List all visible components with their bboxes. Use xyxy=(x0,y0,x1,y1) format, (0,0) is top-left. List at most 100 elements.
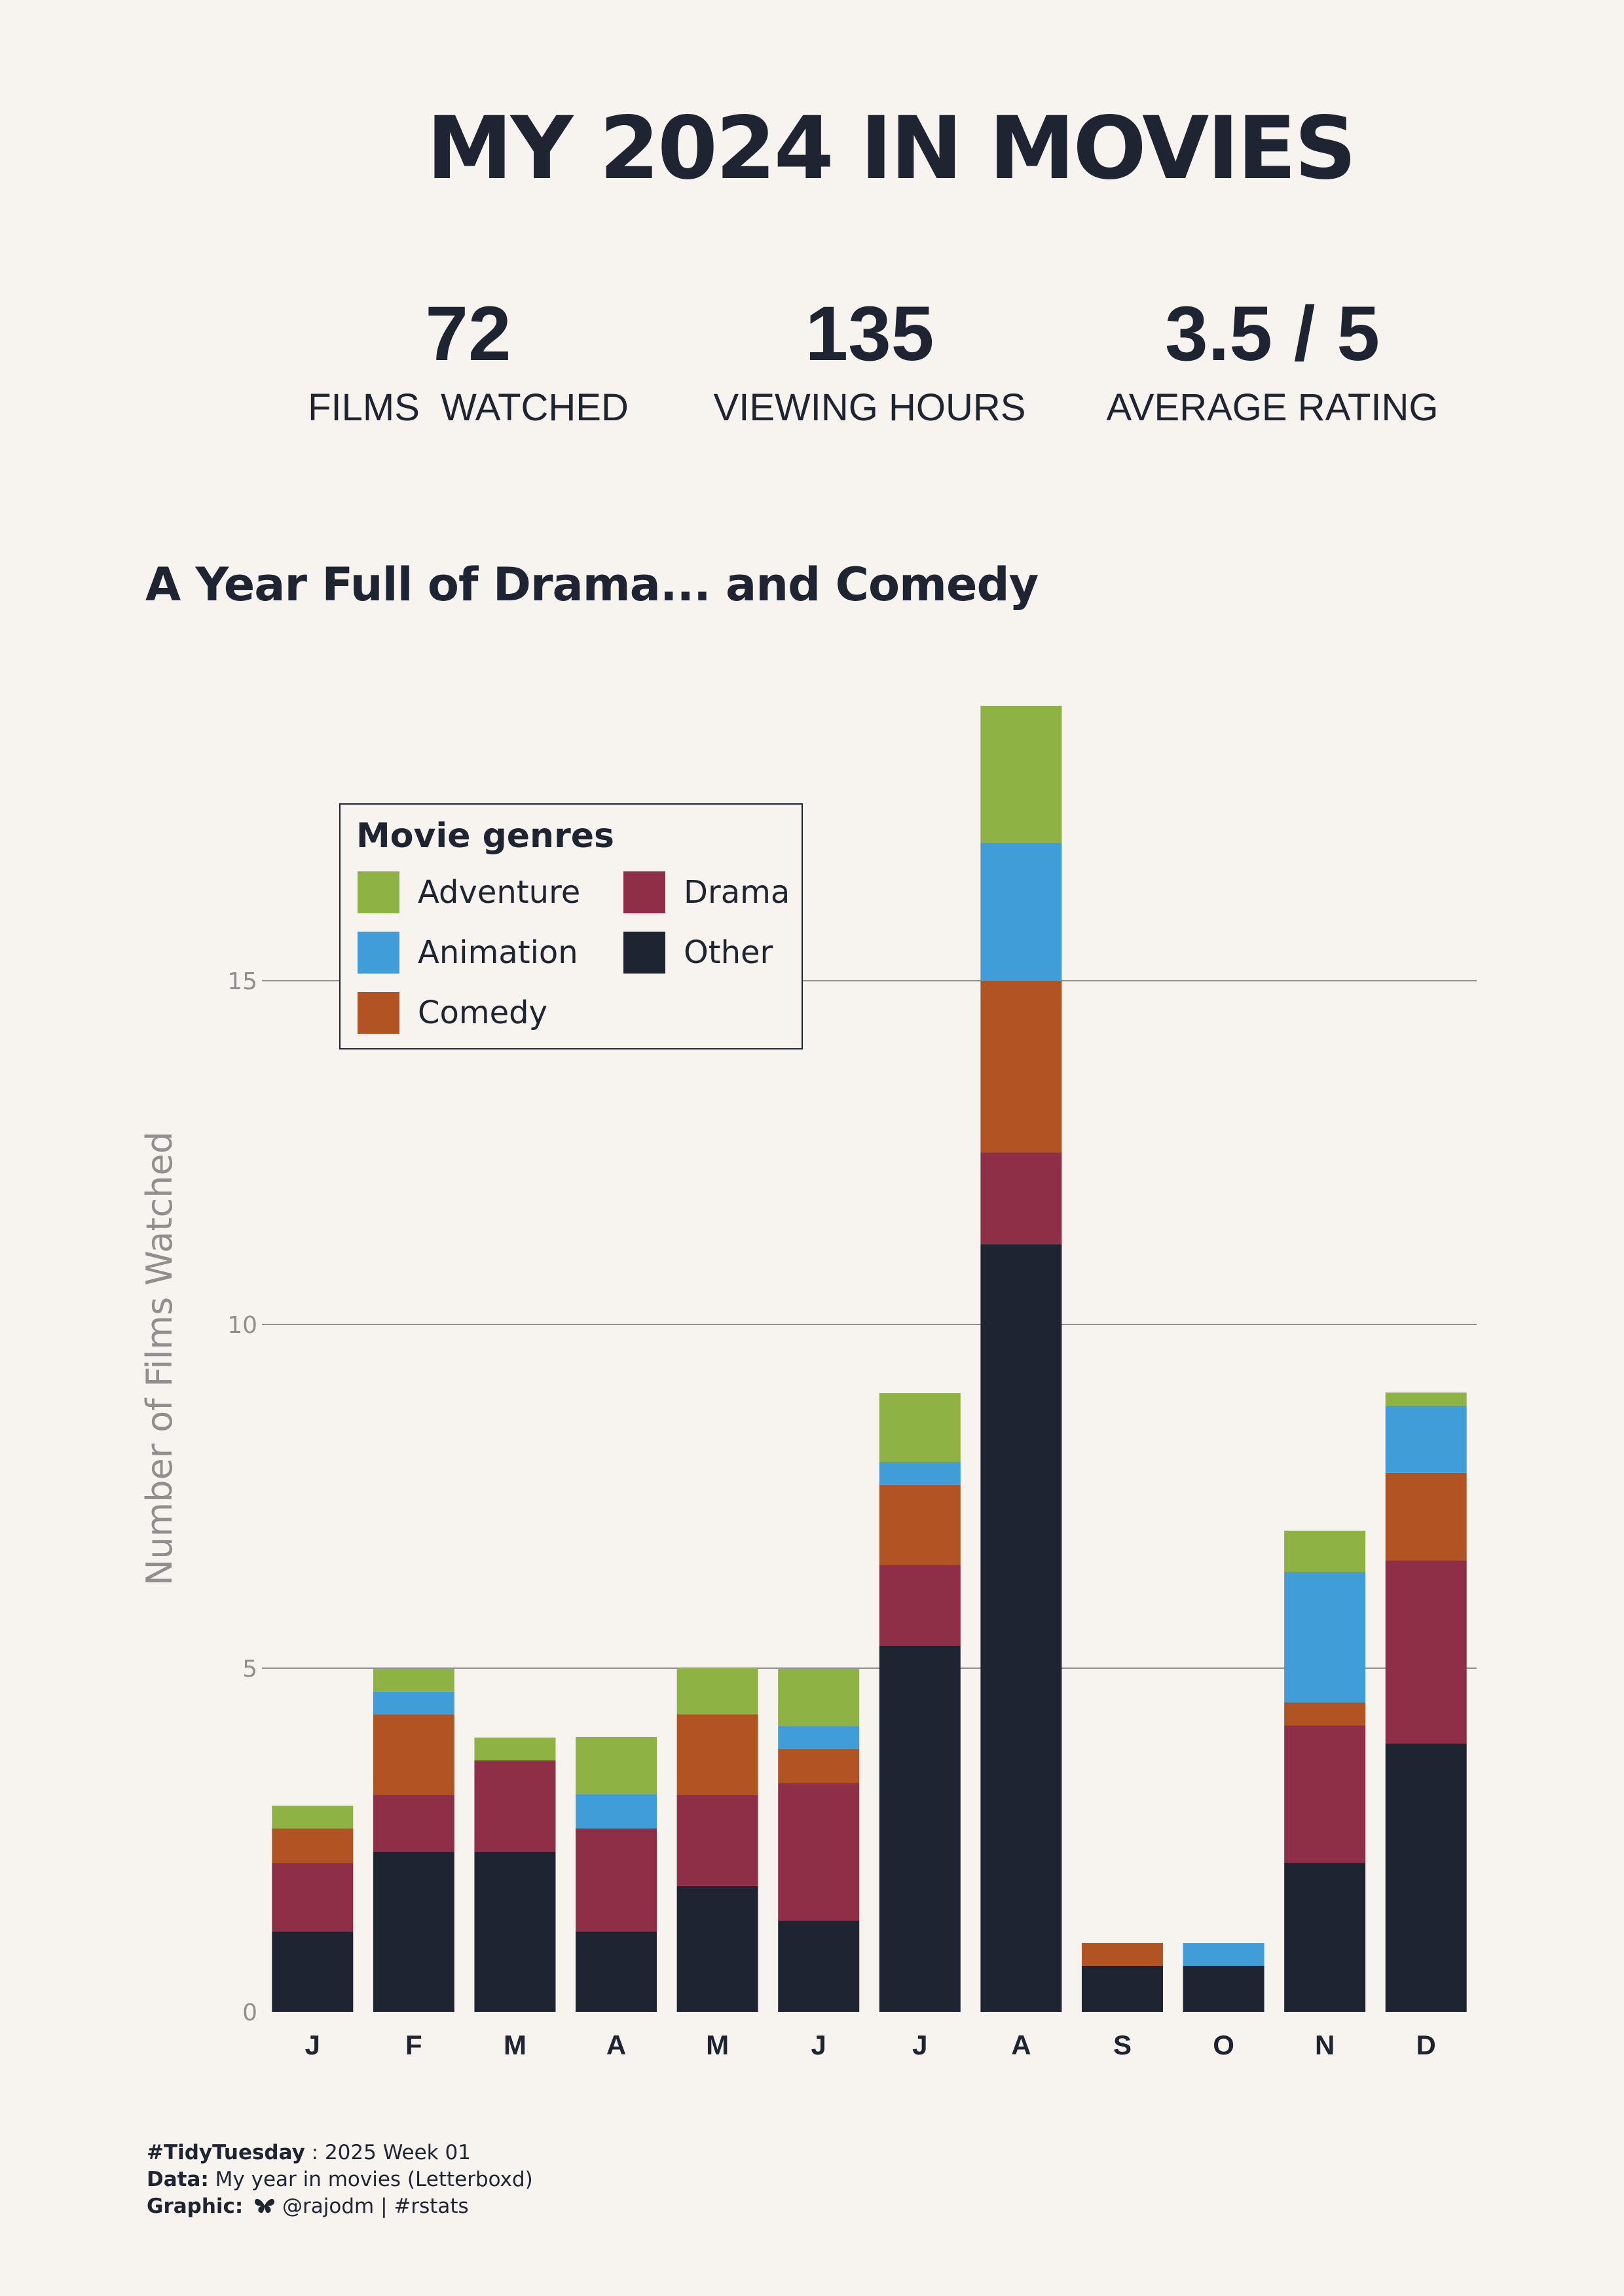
x-tick-label: J xyxy=(912,2030,927,2060)
bar-segment-comedy xyxy=(1081,1943,1163,1966)
bar-segment-other xyxy=(1284,1863,1366,2012)
x-tick-label: O xyxy=(1213,2030,1234,2060)
legend-title: Movie genres xyxy=(356,816,614,856)
bar-segment-other xyxy=(1081,1965,1163,2012)
y-axis-label: Number of Films Watched xyxy=(139,1131,180,1586)
bar-segment-other xyxy=(1183,1965,1264,2012)
bar-segment-other xyxy=(676,1886,758,2012)
footer-value: @rajodm | #rstats xyxy=(276,2195,469,2218)
x-tick-label: N xyxy=(1315,2030,1335,2060)
bar-segment-animation xyxy=(778,1726,860,1749)
x-tick-label: J xyxy=(811,2030,826,2060)
bars xyxy=(272,706,1467,2012)
legend-swatch xyxy=(358,932,399,974)
footer-value: My year in movies (Letterboxd) xyxy=(208,2168,533,2191)
stat-label: AVERAGE RATING xyxy=(1106,386,1439,429)
bar-segment-comedy xyxy=(676,1714,758,1795)
bar-segment-comedy xyxy=(272,1828,354,1863)
bar-segment-drama xyxy=(272,1863,354,1932)
footer-line-tidytuesday: #TidyTuesday : 2025 Week 01 xyxy=(147,2140,533,2166)
bar-segment-adventure xyxy=(576,1737,657,1795)
legend-label: Other xyxy=(684,934,773,971)
legend-label: Comedy xyxy=(418,994,548,1031)
footer-credits: #TidyTuesday : 2025 Week 01 Data: My yea… xyxy=(147,2140,533,2220)
x-tick-label: F xyxy=(405,2030,422,2060)
stat-value: 135 xyxy=(805,291,934,377)
chart-legend: Movie genres Adventure Animation Comedy … xyxy=(339,803,803,1049)
footer-key: Graphic: xyxy=(147,2195,244,2218)
bar-segment-adventure xyxy=(778,1669,860,1726)
x-tick-label: S xyxy=(1113,2030,1132,2060)
legend-swatch xyxy=(358,871,399,913)
bar-segment-other xyxy=(576,1931,657,2012)
bar-segment-other xyxy=(879,1645,961,2012)
stat-label: VIEWING HOURS xyxy=(713,386,1026,429)
bar-segment-comedy xyxy=(1284,1702,1366,1726)
bar-segment-adventure xyxy=(676,1668,758,1715)
bar-segment-other xyxy=(980,1244,1062,2012)
legend-label: Animation xyxy=(418,934,578,971)
footer-value: : 2025 Week 01 xyxy=(304,2141,471,2164)
footer-key: Data: xyxy=(147,2168,209,2191)
footer-line-data: Data: My year in movies (Letterboxd) xyxy=(147,2166,533,2193)
bar-segment-drama xyxy=(474,1760,556,1852)
y-tick-label: 15 xyxy=(227,968,257,995)
bar-segment-drama xyxy=(576,1828,657,1932)
stat-viewing-hours: 135 VIEWING HOURS xyxy=(686,288,1053,431)
footer-key: #TidyTuesday xyxy=(147,2141,305,2164)
y-tick-label: 0 xyxy=(242,1999,257,2026)
bar-segment-other xyxy=(474,1851,556,2012)
bar-segment-comedy xyxy=(373,1714,454,1795)
bar-segment-drama xyxy=(676,1795,758,1886)
bar-segment-animation xyxy=(980,843,1062,981)
stat-average-rating: 3.5 / 5 AVERAGE RATING xyxy=(1089,288,1456,431)
bar-segment-other xyxy=(1385,1743,1467,2012)
axes: 0 5 10 15 J F M A M J J A S O N D xyxy=(227,968,1436,2060)
x-tick-label: M xyxy=(706,2030,729,2060)
x-tick-label: D xyxy=(1416,2030,1436,2060)
bar-segment-adventure xyxy=(980,706,1062,843)
stat-films-watched: 72 FILMS WATCHED xyxy=(285,288,652,431)
x-tick-label: A xyxy=(606,2030,626,2060)
bar-segment-drama xyxy=(1385,1560,1467,1744)
bar-segment-animation xyxy=(1183,1943,1264,1966)
x-tick-label: A xyxy=(1011,2030,1031,2060)
butterfly-icon xyxy=(255,2198,275,2214)
bar-segment-adventure xyxy=(879,1393,961,1462)
footer-line-graphic: Graphic: @rajodm | #rstats xyxy=(147,2193,533,2220)
bar-segment-other xyxy=(778,1920,860,2012)
bar-segment-comedy xyxy=(980,981,1062,1153)
bar-segment-adventure xyxy=(474,1738,556,1760)
legend-swatch xyxy=(623,932,665,974)
x-tick-label: J xyxy=(305,2030,320,2060)
bar-segment-other xyxy=(373,1851,454,2012)
bar-segment-drama xyxy=(980,1152,1062,1245)
bar-segment-animation xyxy=(576,1794,657,1829)
stat-value: 72 xyxy=(425,291,511,377)
x-tick-label: M xyxy=(504,2030,526,2060)
legend-swatch xyxy=(623,871,665,913)
legend-label: Adventure xyxy=(418,874,581,911)
bar-segment-adventure xyxy=(373,1669,454,1692)
bar-segment-animation xyxy=(879,1462,961,1485)
bar-segment-adventure xyxy=(272,1806,354,1829)
bar-segment-comedy xyxy=(778,1748,860,1783)
bar-segment-animation xyxy=(1284,1572,1366,1703)
page-title: MY 2024 IN MOVIES xyxy=(426,98,1356,199)
legend-swatch xyxy=(358,992,399,1034)
stacked-bar-chart: 0 5 10 15 J F M A M J J A S O N D Number of Films Watch… xyxy=(139,706,1477,2060)
bar-segment-adventure xyxy=(1385,1392,1467,1406)
chart-title: A Year Full of Drama... and Comedy xyxy=(145,558,1039,611)
y-tick-label: 10 xyxy=(227,1312,257,1339)
stat-label: FILMS WATCHED xyxy=(308,386,629,429)
bar-segment-drama xyxy=(778,1783,860,1921)
bar-segment-animation xyxy=(373,1691,454,1715)
legend-label: Drama xyxy=(684,874,790,911)
bar-segment-drama xyxy=(1284,1725,1366,1863)
bar-segment-comedy xyxy=(879,1484,961,1565)
bar-segment-drama xyxy=(373,1795,454,1852)
bar-segment-other xyxy=(272,1931,354,2012)
bar-segment-adventure xyxy=(1284,1531,1366,1572)
bar-segment-drama xyxy=(879,1565,961,1646)
bar-segment-animation xyxy=(1385,1406,1467,1473)
